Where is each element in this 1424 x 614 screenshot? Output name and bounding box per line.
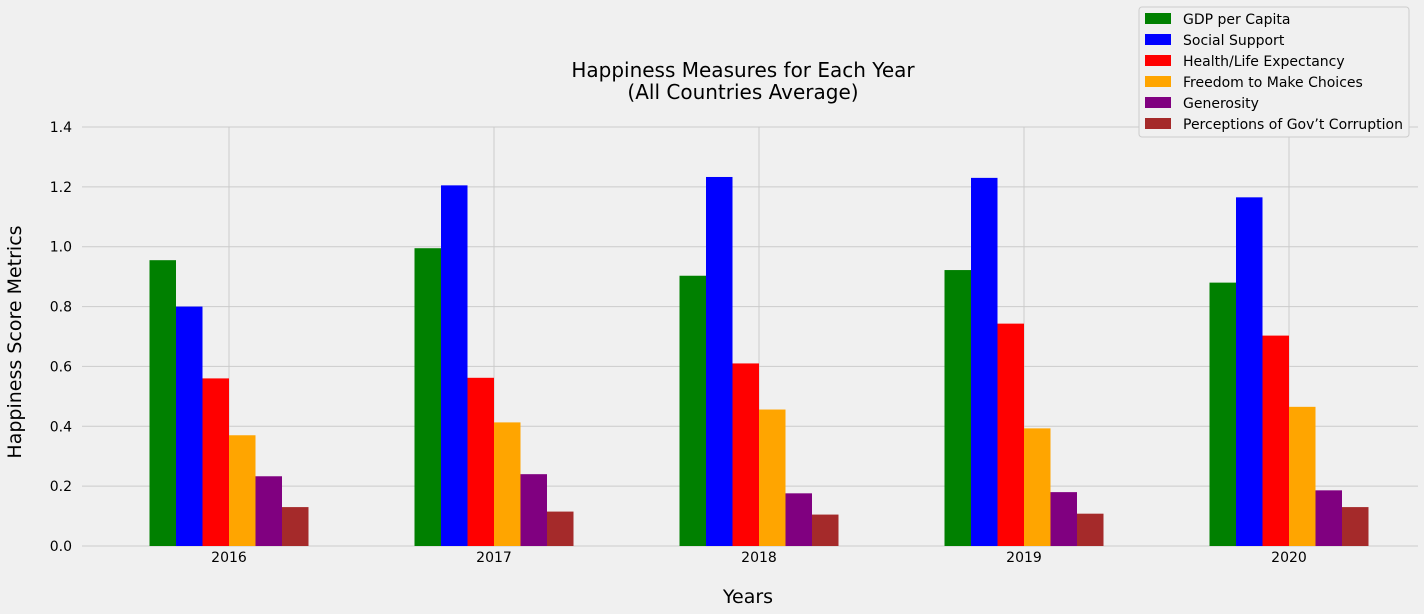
- x-tick-label: 2017: [476, 550, 512, 566]
- y-tick-label: 1.4: [50, 120, 72, 136]
- legend-swatch: [1145, 13, 1171, 24]
- bar: [759, 409, 786, 546]
- y-tick-label: 1.2: [50, 180, 72, 196]
- y-tick-label: 0.0: [50, 539, 72, 555]
- x-axis-ticks: 2016 2017 2018 2019 2020: [211, 550, 1307, 566]
- bar: [706, 176, 733, 546]
- bar: [547, 511, 574, 546]
- bar: [1236, 197, 1263, 546]
- bar: [441, 185, 468, 546]
- bar: [1262, 335, 1289, 546]
- bar: [176, 306, 203, 546]
- legend-swatch: [1145, 97, 1171, 108]
- legend-box: [1138, 6, 1410, 138]
- x-axis-label: Years: [722, 586, 773, 608]
- bar: [1209, 282, 1236, 546]
- legend-swatch: [1145, 118, 1171, 129]
- x-tick-label: 2019: [1006, 550, 1042, 566]
- y-tick-label: 0.6: [50, 359, 72, 375]
- bar: [1315, 490, 1342, 546]
- bar: [997, 323, 1024, 546]
- legend-swatch: [1145, 55, 1171, 66]
- y-tick-label: 1.0: [50, 240, 72, 256]
- bar: [1077, 513, 1104, 546]
- bar: [732, 363, 759, 546]
- bar: [202, 378, 229, 546]
- bar: [149, 260, 176, 546]
- chart-subtitle: (All Countries Average): [627, 80, 858, 104]
- bar: [785, 493, 812, 546]
- bar: [812, 514, 839, 546]
- chart-title: Happiness Measures for Each Year: [571, 58, 915, 82]
- bar: [229, 435, 256, 546]
- y-tick-label: 0.8: [50, 300, 72, 316]
- x-tick-label: 2018: [741, 550, 777, 566]
- bar: [1342, 507, 1369, 546]
- legend-label: Social Support: [1183, 33, 1285, 49]
- y-axis-ticks: 0.0 0.2 0.4 0.6 0.8 1.0 1.2 1.4: [50, 120, 72, 555]
- legend-label: Perceptions of Gov’t Corruption: [1183, 117, 1403, 133]
- y-tick-label: 0.2: [50, 479, 72, 495]
- y-tick-label: 0.4: [50, 419, 72, 435]
- y-axis-label: Happiness Score Metrics: [4, 225, 26, 458]
- legend-label: Generosity: [1183, 96, 1259, 112]
- legend-swatch: [1145, 76, 1171, 87]
- x-tick-label: 2016: [211, 550, 247, 566]
- bar: [1289, 406, 1316, 546]
- legend-label: Health/Life Expectancy: [1183, 54, 1345, 70]
- legend-swatch: [1145, 34, 1171, 45]
- x-tick-label: 2020: [1271, 550, 1307, 566]
- legend-label: GDP per Capita: [1183, 12, 1290, 28]
- bar: [414, 248, 441, 547]
- bar: [944, 270, 971, 546]
- bar: [679, 275, 706, 546]
- bar: [971, 177, 998, 546]
- bar: [282, 507, 309, 546]
- bar: [1050, 492, 1077, 546]
- bar: [1024, 428, 1051, 546]
- bar: [494, 422, 521, 546]
- legend-label: Freedom to Make Choices: [1183, 75, 1363, 91]
- bar: [255, 476, 282, 546]
- bars: [149, 176, 1369, 547]
- legend: GDP per Capita Social Support Health/Life …: [1138, 6, 1410, 138]
- bar: [520, 474, 547, 546]
- bar: [467, 377, 494, 546]
